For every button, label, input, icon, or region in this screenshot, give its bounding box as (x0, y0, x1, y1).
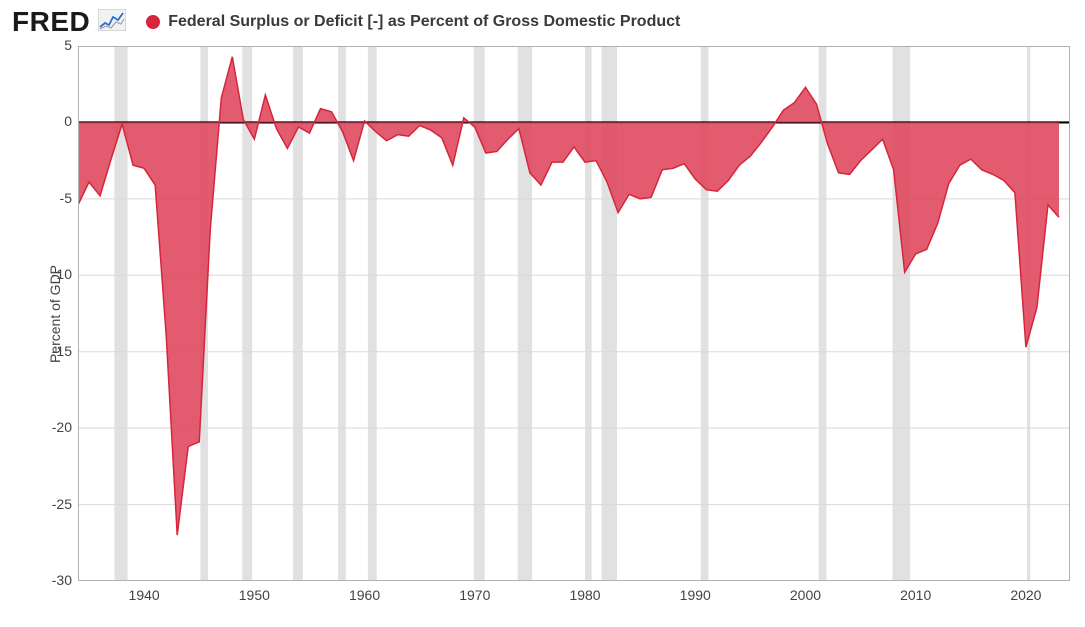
y-tick-label: 0 (32, 113, 72, 129)
y-tick-label: -5 (32, 190, 72, 206)
chart-glyph-icon (98, 9, 126, 36)
fred-logo-text: FRED (12, 6, 90, 38)
x-tick-label: 1940 (129, 587, 160, 603)
x-tick-label: 1960 (349, 587, 380, 603)
x-tick-label: 1980 (569, 587, 600, 603)
header: FRED Federal Surplus or Deficit [-] as P… (12, 6, 680, 38)
x-tick-label: 2010 (900, 587, 931, 603)
chart-plot (78, 46, 1070, 581)
x-tick-label: 1950 (239, 587, 270, 603)
legend-color-dot (146, 15, 160, 29)
y-tick-label: -15 (32, 343, 72, 359)
x-tick-label: 2000 (790, 587, 821, 603)
y-tick-label: -20 (32, 419, 72, 435)
y-tick-label: 5 (32, 37, 72, 53)
y-tick-label: -10 (32, 266, 72, 282)
y-tick-label: -25 (32, 496, 72, 512)
y-tick-label: -30 (32, 572, 72, 588)
x-tick-label: 1970 (459, 587, 490, 603)
x-tick-label: 1990 (680, 587, 711, 603)
legend-label: Federal Surplus or Deficit [-] as Percen… (168, 13, 680, 31)
legend: Federal Surplus or Deficit [-] as Percen… (146, 13, 680, 31)
x-tick-label: 2020 (1010, 587, 1041, 603)
